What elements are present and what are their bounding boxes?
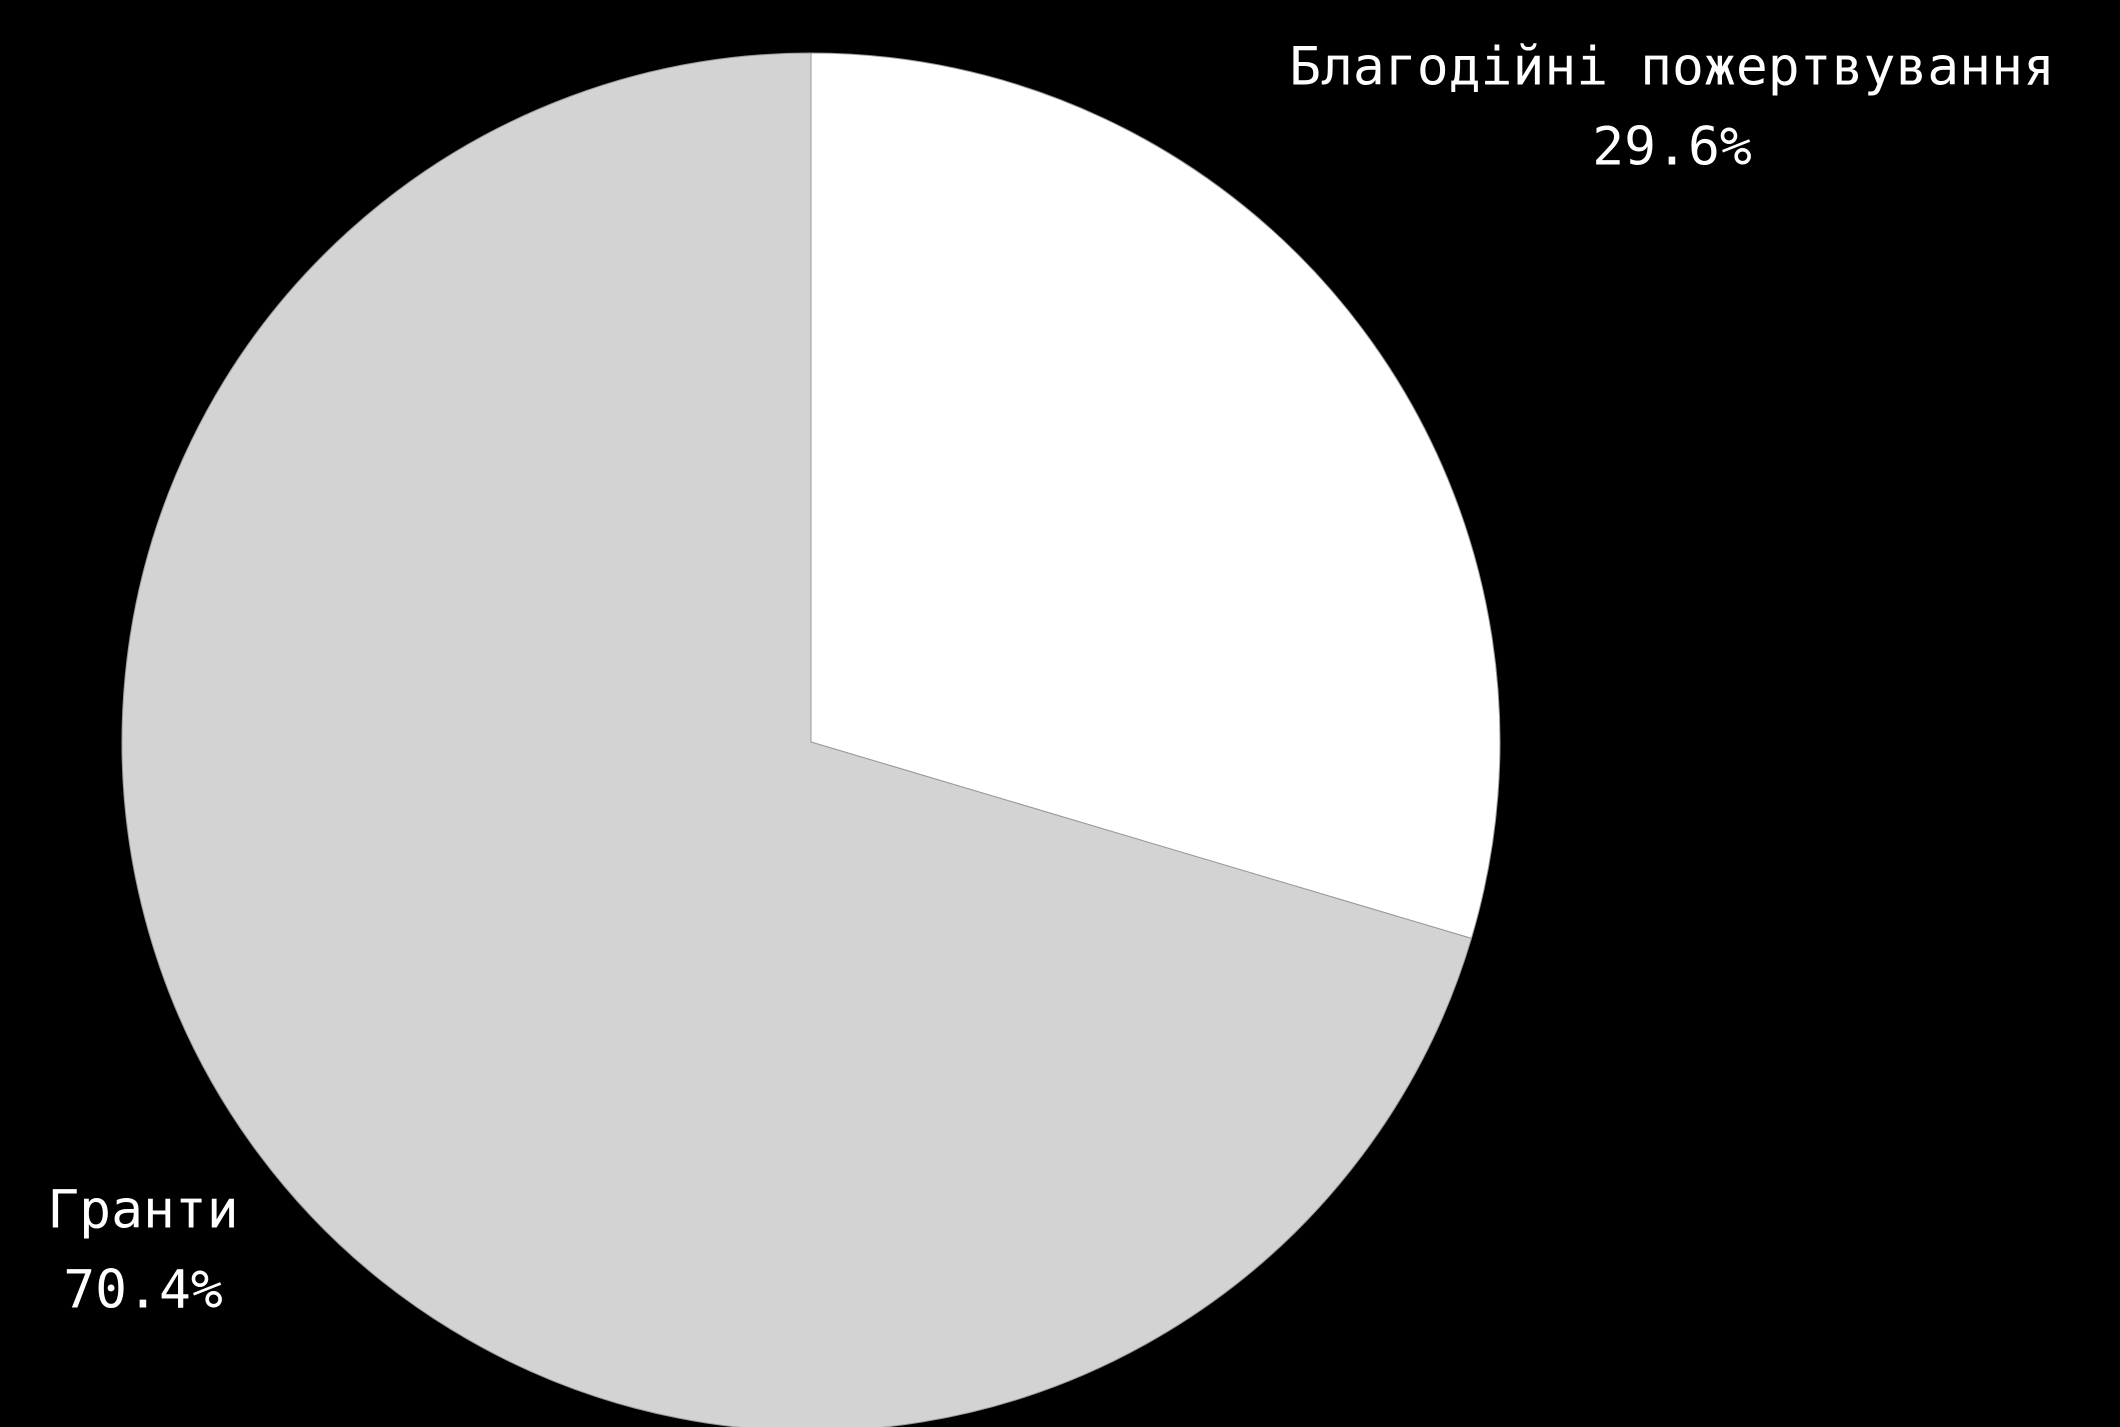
slice-percent-0: 29.6%: [1592, 117, 1752, 178]
pie-labels: Благодійні пожертвування 29.6% Гранти 70.4%: [47, 37, 2055, 1321]
pie-slice-1: [121, 52, 1473, 1427]
slice-label-0: Благодійні пожертвування: [1289, 37, 2055, 98]
slice-percent-1: 70.4%: [63, 1260, 223, 1321]
pie-slice-0: [810, 52, 1501, 939]
pie-slices: [121, 52, 1501, 1427]
slice-label-1: Гранти: [47, 1180, 238, 1241]
